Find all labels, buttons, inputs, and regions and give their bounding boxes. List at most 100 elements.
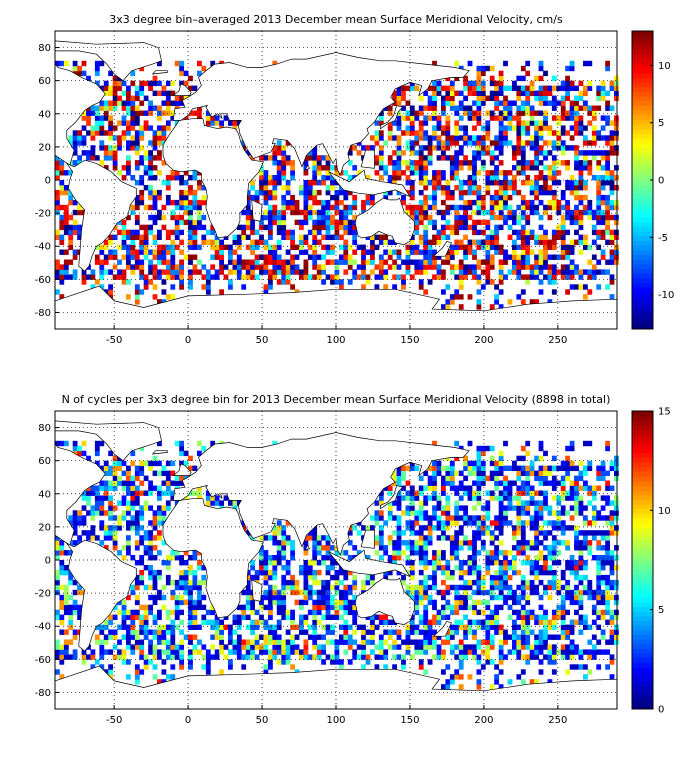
bin-cell (316, 214, 322, 221)
bin-cell (321, 545, 326, 551)
bin-cell (534, 269, 539, 275)
bin-cell (259, 239, 264, 245)
bin-cell (520, 604, 526, 611)
bin-cell (574, 264, 579, 270)
bin-cell (418, 584, 424, 591)
colorbar-swatch (632, 226, 653, 232)
bin-cell (316, 239, 322, 245)
bin-cell (423, 249, 429, 255)
bin-cell (543, 619, 548, 625)
bin-cell (427, 594, 433, 601)
bin-cell (179, 239, 184, 245)
bin-cell (174, 624, 180, 630)
bin-cell (152, 629, 158, 635)
bin-cell (165, 110, 171, 116)
bin-cell (303, 654, 309, 660)
bin-cell (547, 140, 553, 146)
bin-cell (90, 110, 96, 116)
bin-cell (236, 239, 242, 245)
bin-cell (179, 60, 184, 67)
bin-cell (103, 485, 109, 491)
bin-cell (325, 204, 331, 211)
bin-cell (543, 520, 548, 526)
bin-cell (472, 649, 477, 655)
bin-cell (396, 189, 402, 196)
bin-cell (520, 125, 526, 131)
bin-cell (121, 495, 127, 501)
bin-cell (525, 244, 531, 250)
bin-cell (476, 525, 482, 531)
bin-cell (121, 244, 127, 250)
bin-cell (281, 204, 287, 211)
bin-cell (494, 520, 499, 526)
bin-cell (263, 264, 269, 270)
y-tick-label: -80 (35, 308, 51, 319)
bin-cell (117, 100, 122, 106)
bin-cell (605, 259, 610, 265)
bin-cell (157, 510, 162, 516)
bin-cell (591, 209, 597, 216)
bin-cell (179, 619, 184, 625)
bin-cell (574, 85, 579, 91)
bin-cell (103, 239, 109, 245)
bin-cell (418, 579, 424, 586)
bin-cell (507, 485, 513, 491)
bin-cell (512, 150, 517, 156)
bin-cell (432, 525, 437, 531)
bin-cell (112, 254, 118, 260)
bin-cell (449, 535, 455, 541)
bin-cell (134, 629, 140, 635)
bin-cell (414, 530, 420, 536)
bin-cell (565, 560, 570, 566)
bin-cell (272, 244, 278, 250)
bin-cell (596, 555, 602, 561)
bin-cell (569, 189, 575, 196)
bin-cell (263, 189, 269, 196)
bin-cell (303, 569, 309, 576)
bin-cell (543, 589, 548, 596)
bin-cell (72, 589, 78, 596)
bin-cell (219, 239, 224, 245)
bin-cell (290, 229, 295, 236)
bin-cell (551, 619, 557, 625)
bin-cell (99, 125, 105, 131)
bin-cell (232, 249, 238, 255)
bin-cell (55, 579, 60, 586)
bin-cell (134, 500, 140, 506)
bin-cell (449, 90, 455, 96)
bin-cell (330, 594, 335, 601)
bin-cell (378, 239, 384, 245)
bin-cell (503, 60, 508, 67)
bin-cell (494, 284, 499, 290)
bin-cell (423, 579, 429, 586)
bin-cell (303, 574, 309, 581)
bin-cell (312, 165, 318, 171)
bin-cell (281, 599, 287, 606)
bin-cell (312, 639, 318, 645)
bin-cell (503, 194, 508, 201)
bin-cell (103, 115, 109, 121)
bin-cell (512, 259, 517, 265)
x-tick-label: 0 (185, 335, 191, 346)
bin-cell (281, 565, 287, 571)
bin-cell (423, 170, 429, 176)
bin-cell (143, 629, 149, 635)
bin-cell (507, 140, 513, 146)
bin-cell (268, 624, 273, 630)
bin-cell (272, 209, 278, 216)
bin-cell (609, 130, 615, 136)
bin-cell (192, 264, 198, 270)
bin-cell (352, 545, 358, 551)
bin-cell (134, 634, 140, 640)
bin-cell (401, 105, 406, 111)
bin-cell (263, 535, 269, 541)
bin-cell (480, 100, 486, 106)
bin-cell (321, 634, 326, 640)
bin-cell (148, 269, 153, 275)
bin-cell (126, 254, 131, 260)
bin-cell (547, 520, 553, 526)
bin-cell (525, 644, 531, 650)
bin-cell (467, 555, 473, 561)
bin-cell (139, 180, 145, 186)
bin-cell (339, 209, 344, 216)
